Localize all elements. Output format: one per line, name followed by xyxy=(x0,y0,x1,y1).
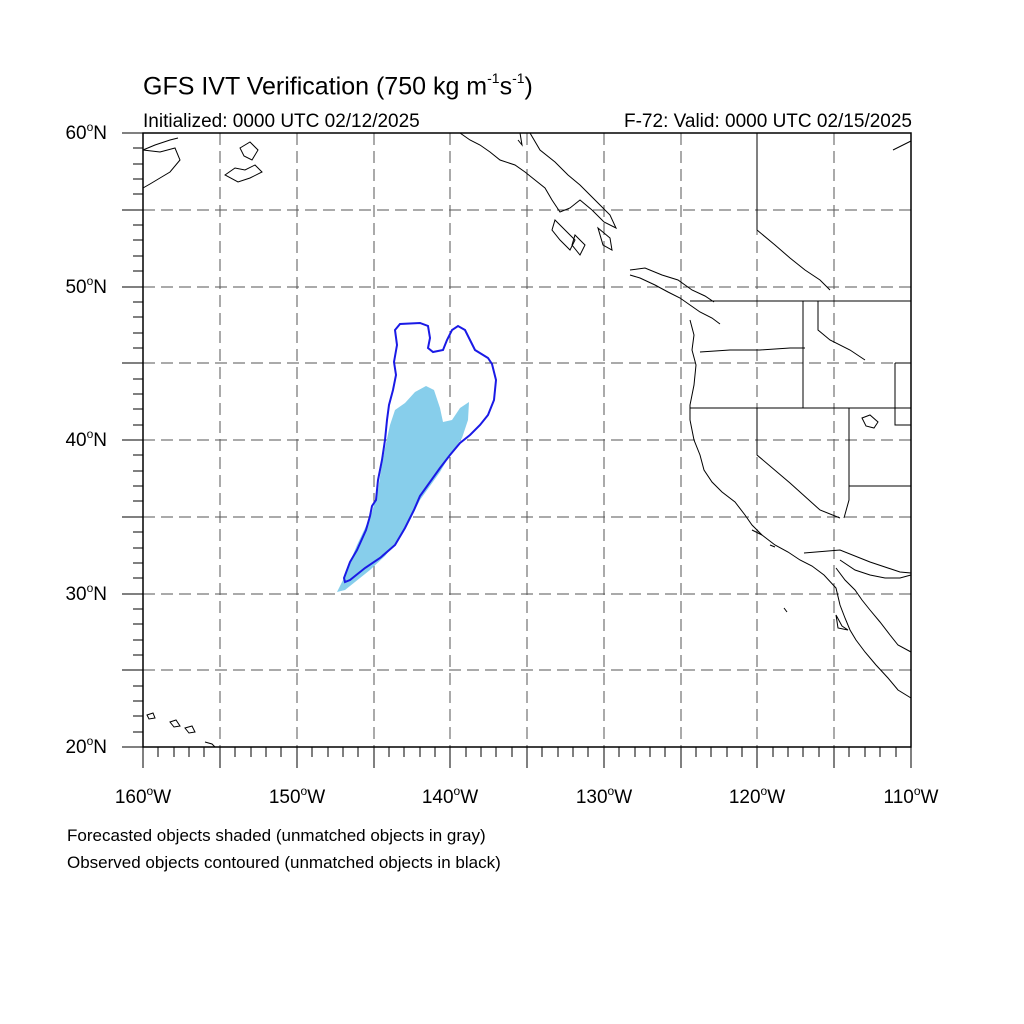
lon-label-160w: 160oW xyxy=(114,784,172,808)
forecast-object-shaded xyxy=(337,386,469,592)
lon-label-110w: 110oW xyxy=(883,784,939,808)
lon-label-120w: 120oW xyxy=(728,784,786,808)
lon-label-140w: 140oW xyxy=(421,784,479,808)
valid-time: F-72: Valid: 0000 UTC 02/15/2025 xyxy=(624,111,912,132)
observed-object-contour xyxy=(342,321,498,584)
coastlines xyxy=(142,132,912,748)
initialized-time: Initialized: 0000 UTC 02/12/2025 xyxy=(143,111,420,132)
lat-ticks xyxy=(122,132,143,748)
lat-label-30n: 30oN xyxy=(65,581,107,605)
map-title: GFS IVT Verification (750 kg m-1s-1) xyxy=(143,70,533,101)
legend-observed: Observed objects contoured (unmatched ob… xyxy=(67,853,501,872)
lon-ticks xyxy=(142,747,912,768)
lat-label-20n: 20oN xyxy=(65,734,107,758)
lon-label-130w: 130oW xyxy=(575,784,633,808)
lat-label-40n: 40oN xyxy=(65,427,107,451)
grid-lines xyxy=(143,133,911,747)
lon-label-150w: 150oW xyxy=(268,784,326,808)
lat-label-60n: 60oN xyxy=(65,120,107,144)
legend-forecast: Forecasted objects shaded (unmatched obj… xyxy=(67,826,486,845)
lat-label-50n: 50oN xyxy=(65,274,107,298)
